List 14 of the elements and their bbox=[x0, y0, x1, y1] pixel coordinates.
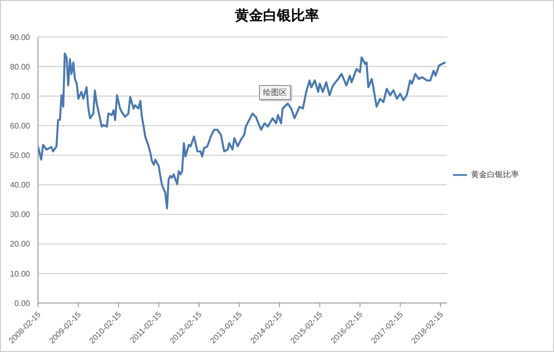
y-tick-label: 50.00 bbox=[10, 151, 31, 160]
line-series bbox=[38, 52, 446, 210]
y-tick-label: 70.00 bbox=[10, 92, 31, 101]
y-tick-label: 40.00 bbox=[10, 180, 31, 190]
tooltip-box: 绘图区 bbox=[259, 85, 291, 100]
legend-label: 黄金白银比率 bbox=[471, 170, 519, 180]
y-tick-label: 0.00 bbox=[14, 298, 31, 308]
y-tick-label: 10.00 bbox=[10, 269, 31, 278]
y-tick-label: 30.00 bbox=[10, 210, 31, 220]
y-tick-label: 90.00 bbox=[10, 32, 31, 42]
y-tick-label: 60.00 bbox=[10, 122, 31, 131]
y-tick-label: 20.00 bbox=[10, 240, 31, 249]
chart-title: 黄金白银比率 bbox=[234, 7, 320, 25]
y-tick-label: 80.00 bbox=[10, 62, 31, 72]
